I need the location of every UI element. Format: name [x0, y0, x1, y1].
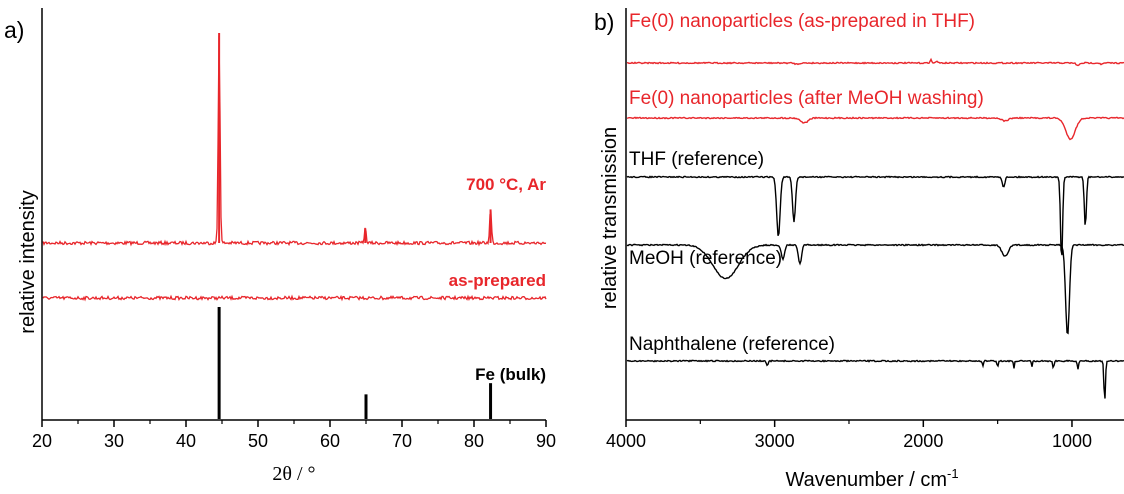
panel-b-series-label: Naphthalene (reference)	[629, 334, 835, 355]
panel-b-y-label: relative transmission	[599, 127, 621, 309]
panel-a-ticks: 20 30 40 50 60 70 80 90	[32, 420, 556, 451]
panel-b-x-label-sup: -1	[947, 466, 959, 481]
panel-a-tick-label: 60	[320, 431, 340, 451]
panel-a-tick-label: 40	[176, 431, 196, 451]
panel-b-series-label: THF (reference)	[629, 149, 764, 170]
panel-a-curves	[42, 33, 547, 419]
panel-b-series-label: Fe(0) nanoparticles (after MeOH washing)	[629, 88, 984, 109]
panel-b-tick-label: 2000	[903, 431, 943, 451]
panel-b-series-label: Fe(0) nanoparticles (as-prepared in THF)	[629, 11, 975, 32]
panel-a-tick-label: 70	[392, 431, 412, 451]
panel-b-series-0	[626, 57, 1124, 67]
panel-b-series-3	[626, 243, 1124, 335]
panel-a-series-1	[42, 294, 547, 302]
panel-a-label: a)	[4, 17, 24, 43]
panel-a-tick-label: 20	[32, 431, 52, 451]
panel-b-series-4	[626, 359, 1124, 399]
panel-b-x-label: Wavenumber / cm-1	[785, 466, 958, 491]
panel-b-series-1	[626, 116, 1124, 141]
panel-a-tick-label: 90	[536, 431, 556, 451]
series-label-700C: 700 °C, Ar	[466, 175, 546, 194]
panel-a-x-label: 2θ / °	[272, 463, 315, 485]
panel-b-series-2	[626, 175, 1124, 256]
panel-a-series-0	[42, 35, 547, 247]
series-label-fe-bulk: Fe (bulk)	[475, 365, 546, 384]
panel-a-tick-label: 80	[464, 431, 484, 451]
panel-b-series-labels: Fe(0) nanoparticles (as-prepared in THF)…	[629, 11, 984, 355]
panel-b-label: b)	[594, 9, 614, 35]
panel-b-tick-label: 1000	[1052, 431, 1092, 451]
panel-b-tick-label: 4000	[606, 431, 646, 451]
panel-b-curves	[626, 57, 1124, 399]
series-label-as-prepared: as-prepared	[449, 271, 546, 290]
panel-b-ticks: 4000 3000 2000 1000	[606, 420, 1092, 451]
panel-b-x-label-main: Wavenumber / cm	[785, 469, 947, 491]
panel-b-tick-label: 3000	[755, 431, 795, 451]
panel-b-series-label: MeOH (reference)	[629, 248, 782, 269]
panel-a-tick-label: 50	[248, 431, 268, 451]
panel-a-y-label: relative intensity	[17, 190, 39, 333]
panel-a-tick-label: 30	[104, 431, 124, 451]
